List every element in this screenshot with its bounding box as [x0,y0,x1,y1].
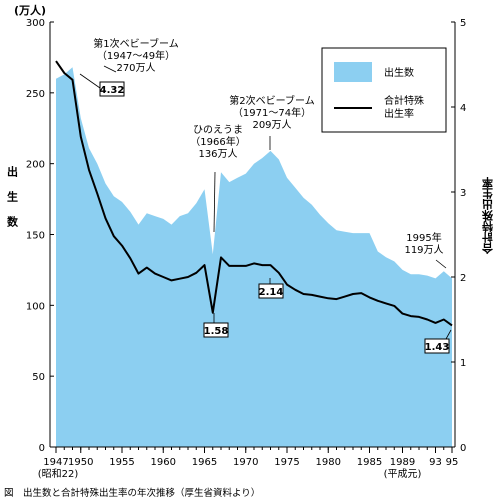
value-label-1966: 1.58 [203,313,229,338]
x-tick-label: 93 [429,457,442,468]
left-tick-label: 300 [26,18,45,29]
axes: 0 50 100 150 200 250 300 0 1 2 3 4 5 1947(昭和22)1950 19… [26,18,466,480]
right-axis-label: 合計特殊出生率 [482,176,495,255]
births-area [56,67,452,448]
value-label-box [203,322,229,338]
right-tick-label: 3 [460,188,466,199]
x-tick-label: 1955 [109,457,134,468]
x-tick-label: 1985 [357,457,382,468]
x-tick-sublabel: (平成元) [384,468,422,480]
left-tick-label: 250 [26,89,45,100]
value-label-1995: 1.43 [424,329,452,354]
legend-label-births: 出生数 [384,66,414,79]
right-tick-label: 1 [460,358,466,369]
annotation-line: 209万人 [252,119,291,131]
annotation-leader [103,65,117,73]
value-label-text: 1.43 [425,342,450,353]
right-tick-label: 2 [460,273,466,284]
value-label-text: 4.32 [100,85,125,96]
left-tick-label: 150 [26,231,45,242]
value-label-1949: 4.32 [79,73,125,97]
right-tick-label: 0 [460,443,466,454]
x-tick-label: 1965 [192,457,217,468]
annotation-hinoe: ひのえうま（1966年）136万人 [190,124,246,233]
x-tick-label: 1950 [68,457,93,468]
annotation-boom2: 第2次ベビーブーム（1971～74年）209万人 [229,94,315,150]
chart-caption: 図 出生数と合計特殊出生率の年次推移（厚生省資料より） [4,487,260,499]
left-axis-label: 出生数 [6,165,19,241]
annotation-line: 270万人 [116,62,155,74]
value-label-leader [79,73,101,89]
legend-label-tfr-1: 合計特殊 [384,94,424,107]
x-tick-label: 1970 [233,457,258,468]
value-label-box [424,338,450,354]
x-tick-label: 1975 [274,457,299,468]
annotation-line: 第1次ベビーブーム [93,37,178,50]
value-label-text: 1.58 [204,326,229,337]
legend-label-tfr-2: 出生率 [384,107,414,120]
annotation-line: （1971～74年） [233,106,311,119]
value-label-box [258,283,284,299]
annotation-leader [435,259,447,269]
x-tick-label: 1960 [151,457,176,468]
annotation-boom1: 第1次ベビーブーム（1947～49年）270万人 [93,37,178,74]
value-label-box [99,81,125,97]
annotation-line: 第2次ベビーブーム [229,94,314,107]
left-axis-unit: (万人) [14,3,46,17]
left-tick-label: 200 [26,160,45,171]
value-label-1973: 2.14 [258,278,284,299]
x-tick-label: 1989 [390,457,415,468]
left-tick-label: 50 [32,372,45,383]
annotation-line: （1966年） [190,135,245,148]
x-tick-label: 1980 [316,457,341,468]
right-tick-label: 4 [460,103,466,114]
right-tick-label: 5 [460,18,466,29]
value-label-leader [445,329,452,340]
value-label-text: 2.14 [259,287,284,298]
annotation-leader [213,171,216,233]
x-tick-sublabel: (昭和22) [38,468,79,480]
annotation-line: （1947～49年） [97,49,175,62]
annotations: 第1次ベビーブーム（1947～49年）270万人ひのえうま（1966年）136万… [79,37,452,354]
left-tick-label: 100 [26,301,45,312]
annotation-line: 1995年 [406,231,441,244]
x-tick-label: 1947 [43,457,68,468]
annotation-line: ひのえうま [193,124,243,136]
tfr-line [55,60,453,327]
plot-area [55,60,453,448]
annotation-line: 119万人 [404,244,443,256]
legend-swatch-births [334,62,372,82]
left-tick-label: 0 [39,443,45,454]
annotation-line: 136万人 [198,148,237,160]
x-tick-label: 95 [446,457,459,468]
